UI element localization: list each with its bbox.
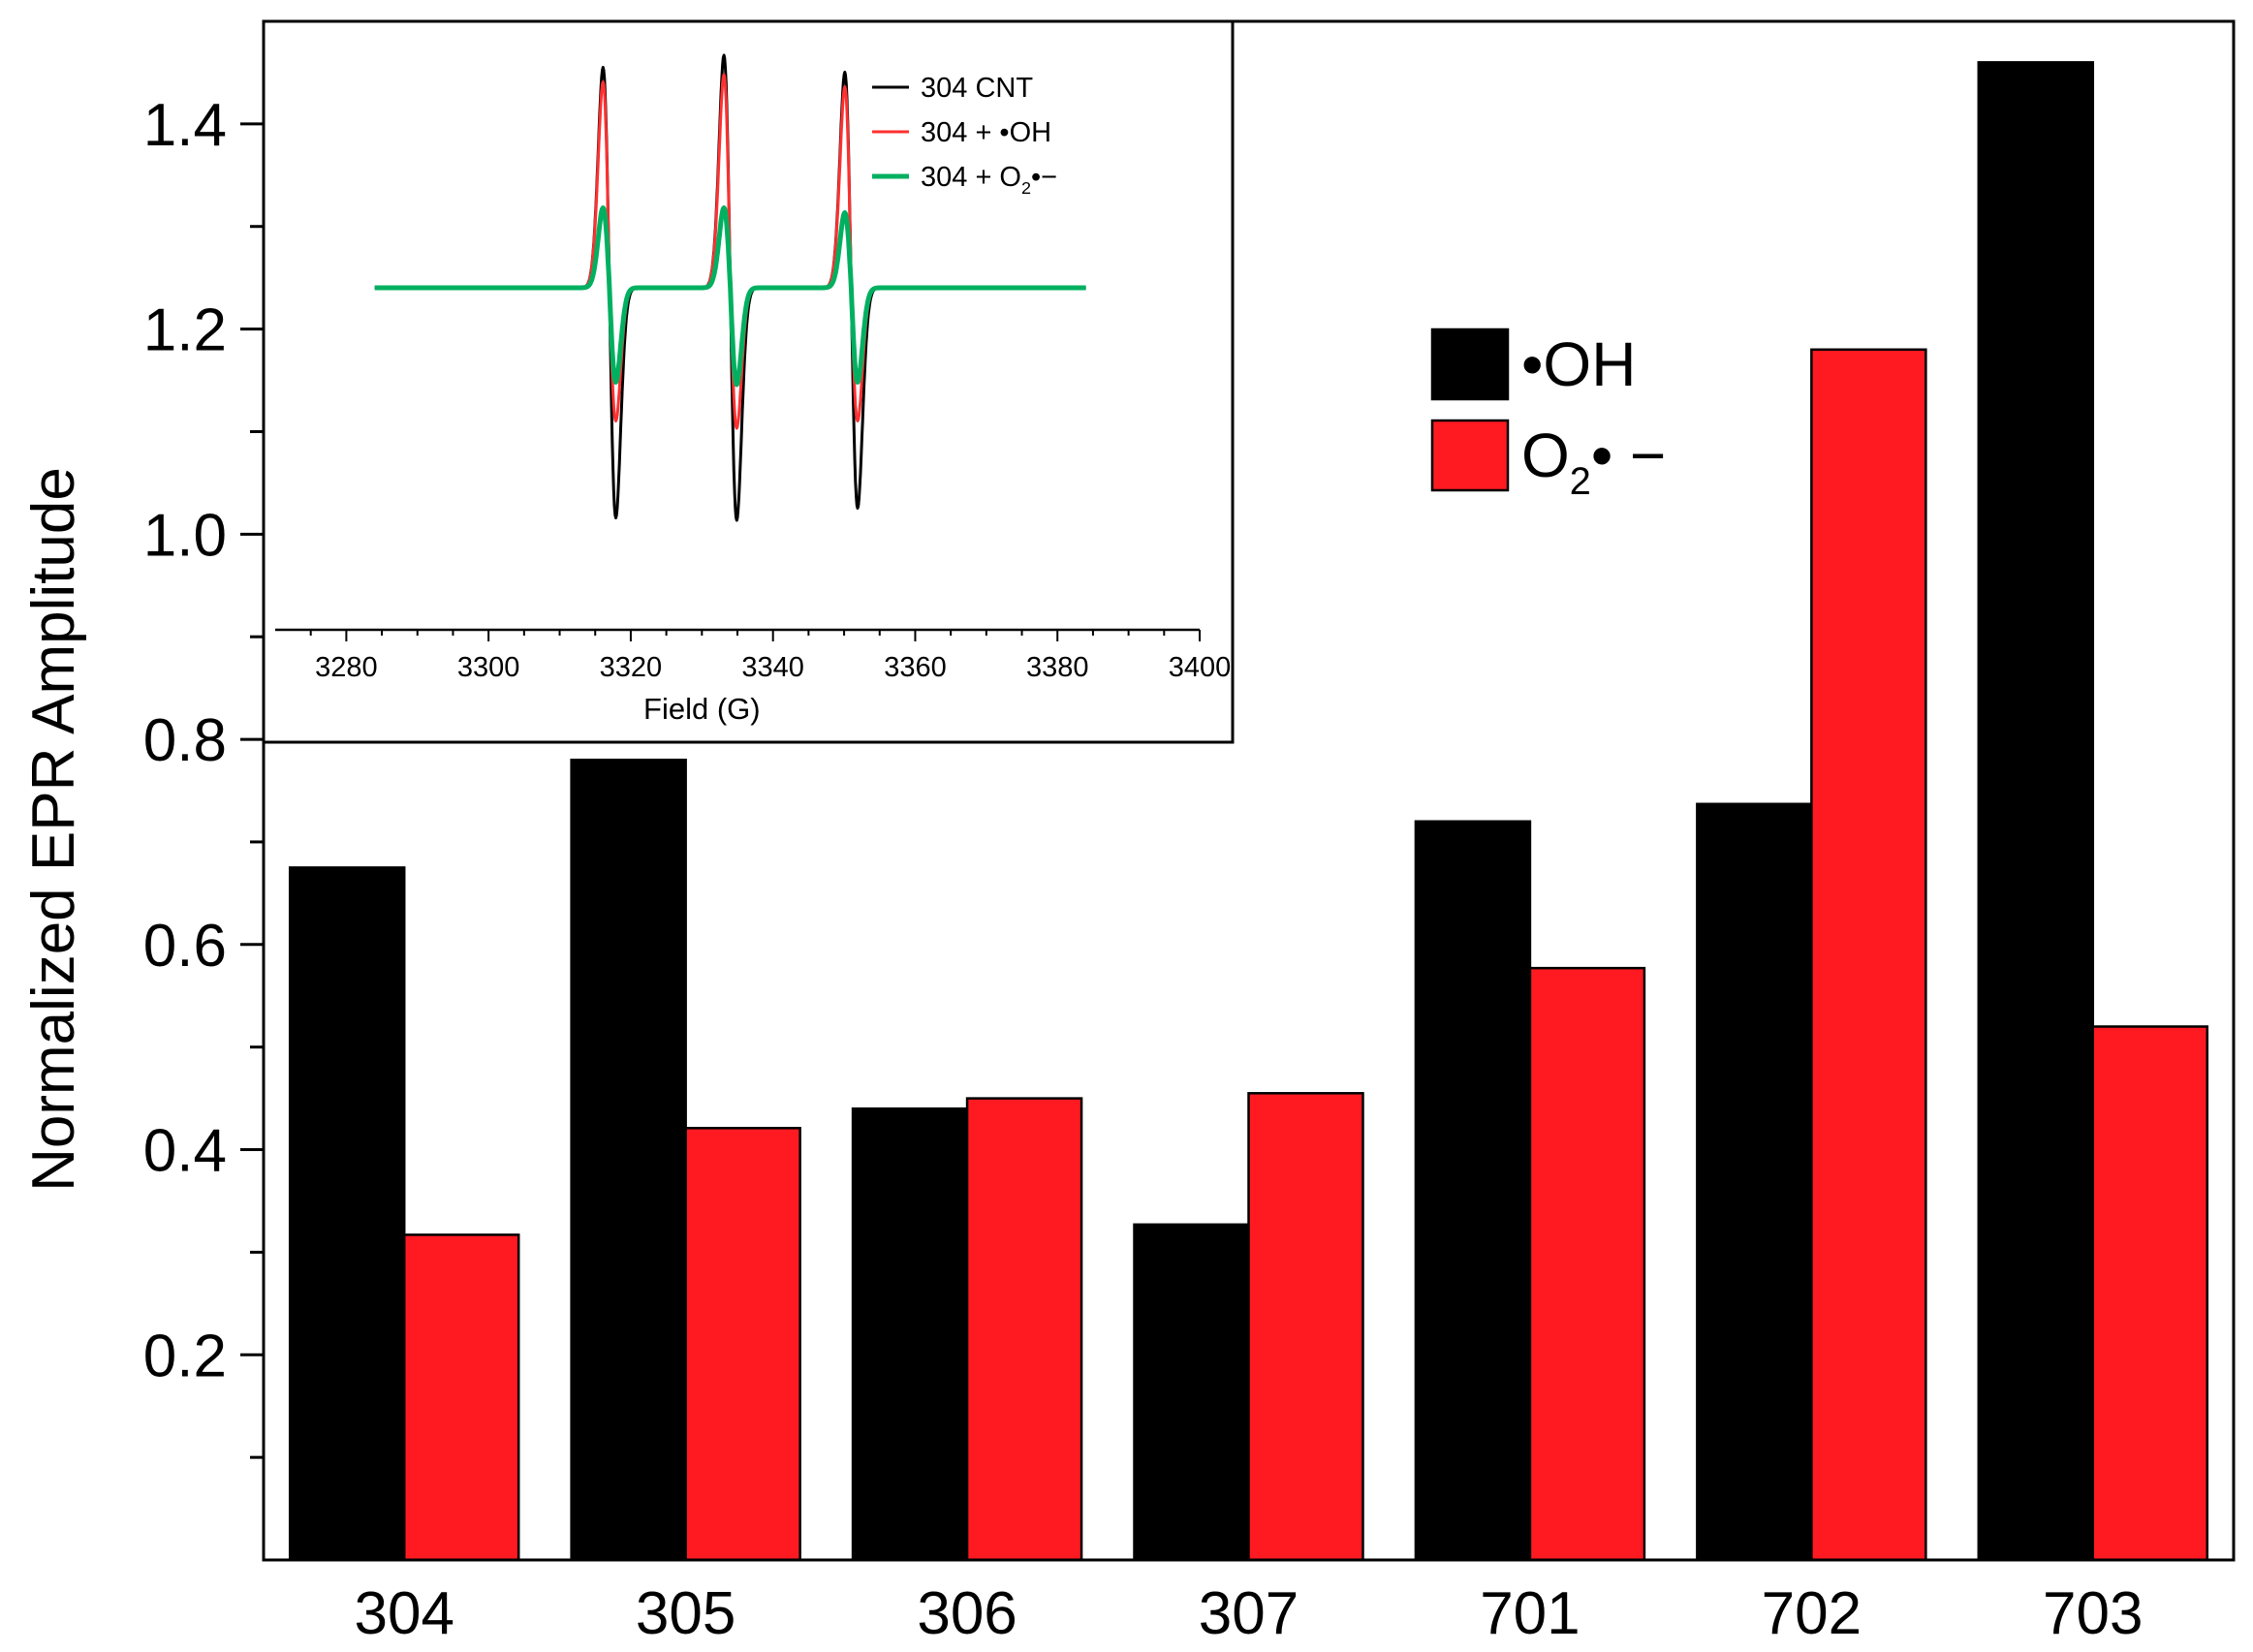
bar-o2-306 <box>965 1097 1083 1562</box>
inset-epr-spectrum: 3280 3300 3320 3340 3360 3380 3400 Field (G) 304… <box>262 19 1235 744</box>
legend-label-oh: •OH <box>1521 329 1636 399</box>
inset-legend-label-2-subscript: 2 <box>1021 178 1031 198</box>
legend-label-o2-subscript: 2 <box>1570 460 1591 503</box>
bar-o2-702 <box>1810 348 1927 1562</box>
legend-label-o2: O2• − <box>1521 421 1666 503</box>
bar-o2-307 <box>1247 1092 1364 1562</box>
bar-oh-703 <box>1977 61 2095 1562</box>
x-tick-label: 305 <box>636 1580 735 1647</box>
main-bar-chart: 304 305 306 307 701 702 703 0.2 0.4 0.6 0.8 1.0 1.2 1… <box>20 19 2236 1647</box>
inset-x-tick-label: 3400 <box>1169 652 1232 683</box>
inset-x-tick-label: 3300 <box>457 652 520 683</box>
y-tick-label: 0.6 <box>143 913 227 980</box>
legend-swatch-oh <box>1430 327 1510 401</box>
plot-frame <box>262 19 2236 1562</box>
inset-legend-label-0: 304 CNT <box>921 73 1033 104</box>
bar-oh-304 <box>288 866 406 1562</box>
inset-x-tick-label: 3280 <box>315 652 378 683</box>
bar-o2-703 <box>2091 1025 2209 1562</box>
inset-legend-label-2-main: 304 + O <box>921 162 1021 193</box>
inset-legend-label-2: 304 + O2•− <box>921 162 1057 198</box>
bar-o2-305 <box>684 1127 801 1562</box>
y-tick-label: 0.2 <box>143 1323 227 1389</box>
inset-x-axis-label: Field (G) <box>643 692 761 726</box>
y-tick-label: 1.0 <box>143 502 227 569</box>
y-tick-label: 0.8 <box>143 707 227 774</box>
bar-oh-307 <box>1133 1223 1250 1562</box>
inset-x-tick-label: 3320 <box>600 652 663 683</box>
bar-oh-701 <box>1414 820 1532 1562</box>
inset-legend-label-1-main: 304 + •OH <box>921 117 1051 148</box>
inset-frame <box>262 19 1235 744</box>
bar-oh-306 <box>851 1107 969 1562</box>
bar-o2-304 <box>402 1233 520 1562</box>
bar-o2-701 <box>1528 966 1646 1562</box>
inset-legend-label-0-main: 304 CNT <box>921 73 1033 104</box>
inset-x-tick-label: 3360 <box>884 652 947 683</box>
bar-oh-305 <box>570 758 687 1562</box>
y-tick-label: 1.4 <box>143 92 227 159</box>
y-axis-label: Normalized EPR Amplitude <box>20 467 87 1192</box>
inset-legend-label-2-tail: •− <box>1031 162 1057 193</box>
bar-oh-702 <box>1696 802 1813 1562</box>
x-tick-label: 307 <box>1199 1580 1299 1647</box>
inset-x-tick-label: 3340 <box>741 652 804 683</box>
legend-swatch-o2 <box>1430 419 1510 492</box>
x-tick-label: 304 <box>354 1580 454 1647</box>
legend-label-o2-main: O <box>1521 421 1570 490</box>
x-tick-label: 702 <box>1762 1580 1862 1647</box>
legend-label-o2-tail: • − <box>1591 421 1667 490</box>
inset-x-tick-label: 3380 <box>1026 652 1089 683</box>
inset-legend-label-1: 304 + •OH <box>921 117 1051 148</box>
x-tick-label: 306 <box>917 1580 1017 1647</box>
y-tick-label: 1.2 <box>143 297 227 364</box>
y-tick-label: 0.4 <box>143 1118 227 1185</box>
inset-spectrum-2 <box>373 205 1088 388</box>
x-tick-label: 701 <box>1480 1580 1580 1647</box>
x-tick-label: 703 <box>2043 1580 2143 1647</box>
